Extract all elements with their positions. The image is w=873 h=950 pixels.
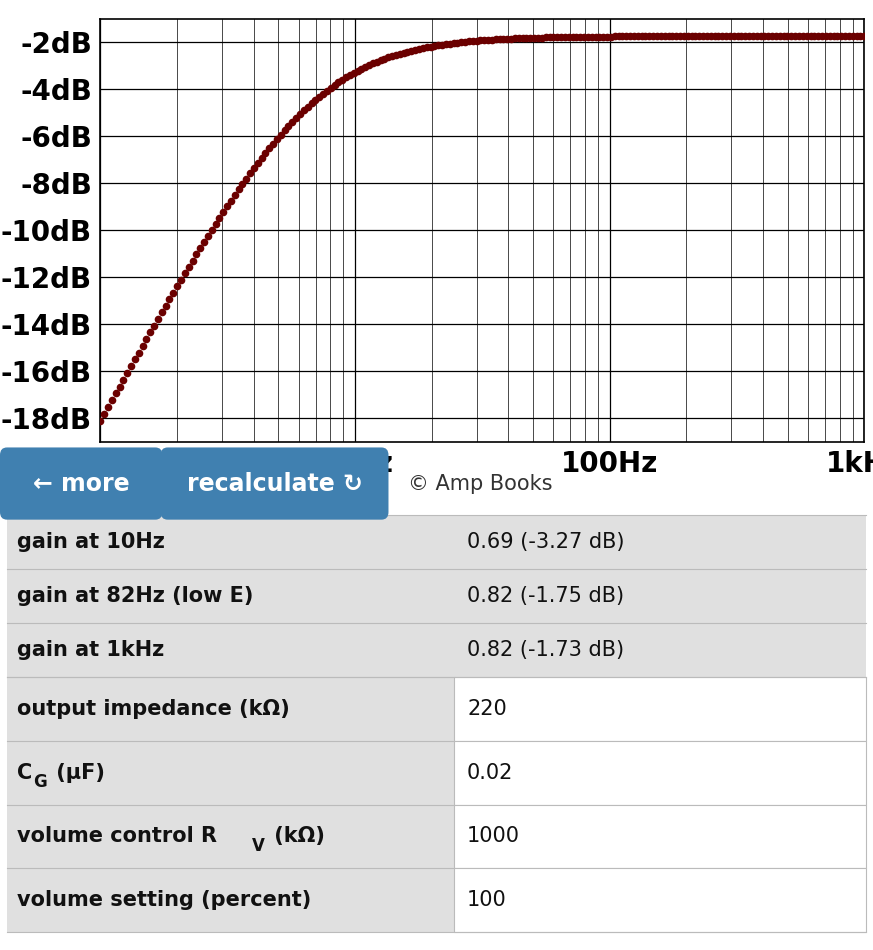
Text: 0.82 (-1.73 dB): 0.82 (-1.73 dB) — [467, 640, 624, 660]
Text: recalculate ↻: recalculate ↻ — [187, 471, 362, 496]
Text: 220: 220 — [467, 699, 507, 719]
Text: (kΩ): (kΩ) — [267, 826, 325, 846]
Text: 0.69 (-3.27 dB): 0.69 (-3.27 dB) — [467, 532, 624, 552]
Text: 0.82 (-1.75 dB): 0.82 (-1.75 dB) — [467, 586, 624, 606]
Text: G: G — [33, 773, 47, 791]
Text: volume setting (percent): volume setting (percent) — [17, 890, 312, 910]
Text: V: V — [251, 837, 265, 855]
Text: gain at 1kHz: gain at 1kHz — [17, 640, 165, 660]
Text: 1000: 1000 — [467, 826, 520, 846]
Text: gain at 82Hz (low E): gain at 82Hz (low E) — [17, 586, 254, 606]
Text: 0.02: 0.02 — [467, 763, 513, 783]
Text: ← more: ← more — [33, 471, 129, 496]
Text: (μF): (μF) — [49, 763, 105, 783]
Text: © Amp Books: © Amp Books — [408, 473, 553, 494]
Text: C: C — [17, 763, 32, 783]
Text: 100: 100 — [467, 890, 507, 910]
Text: volume control R: volume control R — [17, 826, 217, 846]
Text: output impedance (kΩ): output impedance (kΩ) — [17, 699, 290, 719]
Text: gain at 10Hz: gain at 10Hz — [17, 532, 165, 552]
